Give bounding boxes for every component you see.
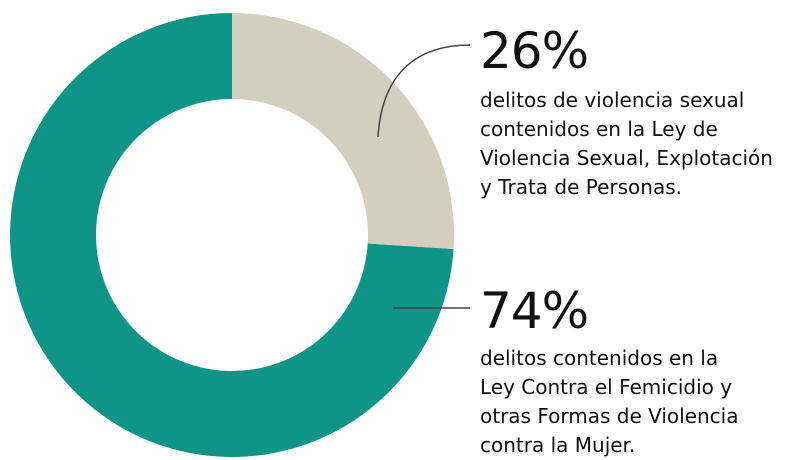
donut-segment [10, 13, 454, 457]
leader-line [377, 44, 471, 138]
donut-segment [232, 13, 454, 249]
value-label: 26% [480, 22, 589, 80]
category-label: delitos de violencia sexual contenidos e… [480, 88, 773, 199]
category-label: delitos contenidos en la Ley Contra el F… [480, 346, 739, 457]
value-label: 74% [480, 282, 589, 340]
